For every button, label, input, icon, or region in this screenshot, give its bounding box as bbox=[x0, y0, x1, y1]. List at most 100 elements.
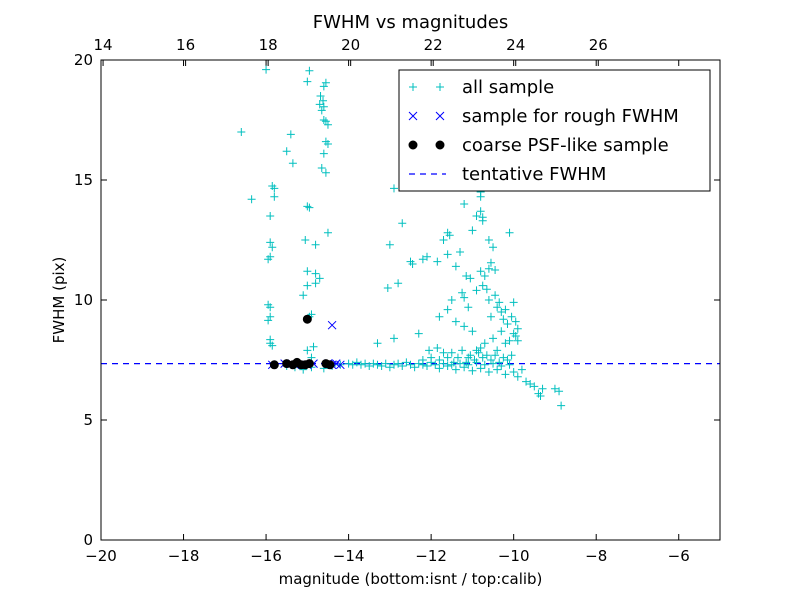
x-tick-label: −10 bbox=[498, 547, 530, 565]
all-sample-point bbox=[247, 195, 256, 204]
all-sample-point bbox=[323, 120, 332, 129]
all-sample-point bbox=[480, 339, 489, 348]
all-sample-point bbox=[497, 308, 506, 316]
x-tick-label: −18 bbox=[168, 547, 200, 565]
all-sample-point bbox=[423, 362, 432, 370]
all-sample-point bbox=[398, 219, 407, 228]
all-sample-point bbox=[418, 356, 427, 364]
all-sample-point bbox=[474, 348, 483, 357]
all-sample-point bbox=[423, 252, 432, 261]
all-sample-point bbox=[303, 346, 312, 355]
all-sample-point bbox=[288, 159, 297, 168]
top-tick-label: 16 bbox=[176, 36, 195, 54]
x-tick-label: −8 bbox=[585, 547, 607, 565]
all-sample-point bbox=[383, 284, 392, 292]
all-sample-point bbox=[505, 228, 514, 237]
coarse-psf-point bbox=[325, 360, 335, 370]
legend-label-coarse-psf: coarse PSF-like sample bbox=[462, 135, 669, 156]
all-sample-point bbox=[365, 362, 374, 370]
all-sample-point bbox=[443, 362, 452, 370]
all-sample-point bbox=[464, 303, 473, 312]
all-sample-point bbox=[497, 327, 506, 336]
legend-marker-all-sample bbox=[436, 83, 444, 91]
all-sample-point bbox=[493, 346, 502, 355]
legend-label-rough-fwhm: sample for rough FWHM bbox=[462, 106, 679, 127]
all-sample-point bbox=[299, 291, 308, 300]
all-sample-point bbox=[439, 348, 448, 357]
legend-label-all-sample: all sample bbox=[462, 77, 554, 98]
all-sample-point bbox=[319, 82, 328, 91]
all-sample-point bbox=[377, 362, 386, 370]
all-sample-point bbox=[262, 65, 271, 74]
all-sample-point bbox=[305, 203, 314, 212]
all-sample-point bbox=[369, 359, 378, 368]
all-sample-point bbox=[466, 274, 475, 283]
all-sample-point bbox=[319, 149, 328, 158]
all-sample-point bbox=[431, 360, 440, 369]
all-sample-point bbox=[484, 368, 493, 376]
all-sample-point bbox=[458, 346, 467, 355]
all-sample-point bbox=[484, 296, 493, 304]
all-sample-point bbox=[433, 344, 442, 352]
all-sample-point bbox=[352, 358, 361, 367]
all-sample-point bbox=[530, 382, 539, 391]
all-sample-point bbox=[495, 298, 504, 307]
all-sample-point bbox=[425, 346, 434, 355]
all-sample-point bbox=[538, 384, 547, 393]
legend-box bbox=[398, 69, 711, 192]
all-sample-point bbox=[462, 358, 471, 367]
all-sample-point bbox=[447, 348, 456, 357]
all-sample-point bbox=[445, 231, 454, 240]
all-sample-point bbox=[557, 401, 566, 410]
all-sample-point bbox=[482, 285, 491, 294]
legend-marker-all-sample bbox=[409, 83, 417, 91]
top-tick-label: 20 bbox=[341, 36, 360, 54]
all-sample-point bbox=[406, 360, 415, 369]
y-tick-label: 15 bbox=[74, 171, 93, 189]
all-sample-point bbox=[439, 359, 448, 368]
all-sample-point bbox=[505, 336, 514, 345]
all-sample-point bbox=[466, 351, 475, 360]
all-sample-point bbox=[439, 236, 448, 244]
all-sample-point bbox=[460, 200, 469, 208]
y-tick-label: 5 bbox=[83, 411, 93, 429]
chart-title: FWHM vs magnitudes bbox=[313, 12, 508, 33]
all-sample-point bbox=[503, 356, 512, 364]
all-sample-point bbox=[321, 78, 330, 87]
all-sample-point bbox=[550, 384, 559, 393]
all-sample-point bbox=[266, 212, 275, 220]
all-sample-point bbox=[315, 100, 324, 109]
all-sample-point bbox=[511, 317, 520, 326]
all-sample-point bbox=[435, 356, 444, 364]
all-sample-point bbox=[270, 192, 279, 201]
all-sample-point bbox=[462, 272, 471, 280]
all-sample-point bbox=[414, 329, 423, 338]
all-sample-point bbox=[381, 359, 390, 368]
all-sample-point bbox=[478, 353, 487, 362]
all-sample-point bbox=[484, 236, 493, 244]
all-sample-point bbox=[316, 92, 325, 100]
all-sample-point bbox=[491, 266, 500, 274]
all-sample-point bbox=[460, 293, 469, 302]
all-sample-point bbox=[266, 312, 275, 321]
all-sample-point bbox=[447, 296, 456, 304]
all-sample-point bbox=[484, 264, 493, 273]
all-sample-point bbox=[319, 96, 328, 105]
all-sample-point bbox=[509, 368, 518, 376]
all-sample-point bbox=[443, 250, 452, 259]
all-sample-point bbox=[476, 344, 485, 352]
rough-fwhm-point bbox=[327, 320, 337, 330]
legend-marker-rough-fwhm bbox=[408, 111, 418, 121]
all-sample-point bbox=[237, 128, 246, 136]
all-sample-point bbox=[385, 363, 394, 372]
all-sample-point bbox=[513, 324, 522, 333]
x-tick-label: −16 bbox=[250, 547, 282, 565]
y-tick-label: 20 bbox=[74, 51, 93, 69]
all-sample-point bbox=[266, 339, 275, 348]
all-sample-point bbox=[451, 262, 460, 271]
x-tick-label: −6 bbox=[668, 547, 690, 565]
all-sample-point bbox=[394, 359, 403, 368]
all-sample-point bbox=[451, 317, 460, 326]
all-sample-point bbox=[344, 359, 353, 368]
all-sample-point bbox=[303, 202, 312, 211]
